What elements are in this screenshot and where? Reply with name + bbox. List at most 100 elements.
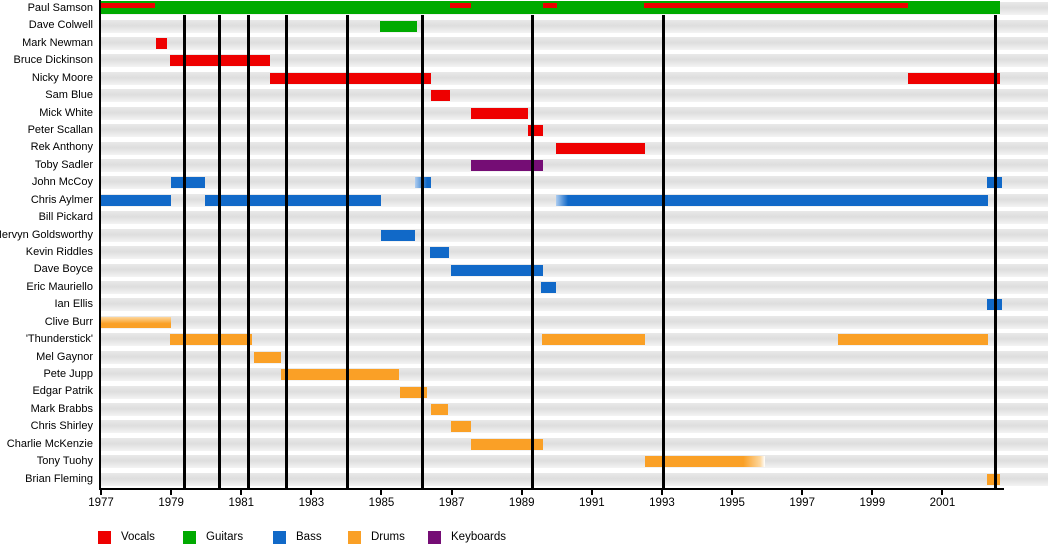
member-label: Charlie McKenzie bbox=[6, 437, 93, 450]
event-line bbox=[247, 15, 251, 488]
x-axis-line bbox=[98, 488, 1004, 490]
row-band bbox=[101, 211, 1048, 225]
member-label: Bill Pickard bbox=[38, 211, 93, 224]
event-line bbox=[531, 15, 535, 488]
axis-year-label: 1993 bbox=[649, 497, 675, 509]
legend-swatch-guitars bbox=[183, 531, 196, 544]
timeline-bar-drums bbox=[400, 386, 428, 398]
timeline-bar-drums bbox=[101, 316, 172, 328]
timeline-bar-vocals bbox=[528, 125, 543, 137]
row-band bbox=[101, 420, 1048, 434]
member-label: John McCoy bbox=[31, 176, 93, 189]
timeline-bar-vocals bbox=[449, 3, 471, 8]
timeline-bar-bass bbox=[556, 194, 989, 206]
member-label: Mark Brabbs bbox=[30, 402, 93, 415]
member-label: Ian Ellis bbox=[54, 298, 93, 311]
row-band bbox=[101, 19, 1048, 33]
member-label: Peter Scallan bbox=[27, 124, 93, 136]
member-label: Pete Jupp bbox=[43, 368, 93, 380]
timeline-bar-bass bbox=[381, 229, 416, 241]
timeline-bar-vocals bbox=[556, 142, 646, 154]
timeline-bar-drums bbox=[253, 351, 281, 363]
axis-year-label: 1999 bbox=[859, 497, 886, 509]
row-band bbox=[101, 89, 1048, 103]
legend-item-vocals: Vocals bbox=[98, 531, 238, 545]
member-label: Mel Gaynor bbox=[36, 350, 93, 363]
row-band bbox=[101, 71, 1048, 85]
timeline-bar-vocals bbox=[430, 90, 450, 102]
legend-swatch-drums bbox=[348, 531, 361, 544]
member-label: Eric Mauriello bbox=[26, 280, 93, 293]
axis-year-label: 2001 bbox=[929, 497, 956, 509]
timeline-bar-vocals bbox=[470, 107, 529, 119]
axis-year-label: 1979 bbox=[158, 497, 184, 509]
legend-item-drums: Drums bbox=[348, 531, 488, 545]
timeline-bar-bass bbox=[171, 177, 206, 189]
member-label: Sam Blue bbox=[45, 89, 93, 102]
axis-year-label: 1981 bbox=[228, 497, 255, 509]
row-band bbox=[101, 403, 1048, 417]
member-label: Nicky Moore bbox=[31, 71, 93, 84]
row-band bbox=[101, 263, 1048, 277]
event-line bbox=[661, 15, 665, 488]
legend-label-vocals: Vocals bbox=[121, 531, 155, 543]
row-band bbox=[101, 350, 1048, 364]
axis-tick bbox=[871, 490, 874, 495]
legend-label-drums: Drums bbox=[371, 531, 405, 543]
axis-tick bbox=[801, 490, 804, 495]
axis-year-label: 1997 bbox=[789, 497, 815, 509]
member-label: Toby Sadler bbox=[34, 158, 93, 171]
timeline-bar-drums bbox=[280, 369, 399, 381]
row-band bbox=[101, 298, 1048, 312]
row-band bbox=[101, 246, 1048, 260]
axis-year-label: 1985 bbox=[368, 497, 395, 509]
timeline-bar-vocals bbox=[908, 72, 1000, 84]
row-band bbox=[101, 315, 1048, 329]
axis-tick bbox=[170, 490, 173, 495]
axis-tick bbox=[941, 490, 944, 495]
legend-swatch-bass bbox=[273, 531, 286, 544]
timeline-bar-vocals bbox=[644, 3, 909, 8]
row-band bbox=[101, 385, 1048, 399]
axis-year-label: 1995 bbox=[719, 497, 745, 509]
row-band bbox=[101, 176, 1048, 190]
axis-tick bbox=[450, 490, 453, 495]
row-band bbox=[101, 281, 1048, 295]
timeline-bar-vocals bbox=[542, 3, 557, 8]
row-band bbox=[101, 437, 1048, 451]
axis-tick bbox=[240, 490, 243, 495]
timeline-bar-drums bbox=[837, 334, 988, 346]
member-label: Rek Anthony bbox=[30, 141, 93, 154]
row-band bbox=[101, 54, 1048, 68]
timeline-bar-drums bbox=[542, 334, 646, 346]
legend-swatch-vocals bbox=[98, 531, 111, 544]
event-line bbox=[285, 15, 289, 488]
timeline-bar-drums bbox=[170, 334, 253, 346]
axis-tick bbox=[731, 490, 734, 495]
member-label: Chris Shirley bbox=[30, 420, 93, 433]
member-label: Edgar Patrik bbox=[32, 385, 93, 398]
event-line bbox=[182, 15, 186, 488]
member-label: Mark Newman bbox=[22, 36, 93, 49]
timeline-bar-bass bbox=[101, 194, 172, 206]
axis-year-label: 1989 bbox=[508, 497, 535, 509]
member-label: Dave Colwell bbox=[28, 19, 93, 32]
legend-swatch-keyboards bbox=[428, 531, 441, 544]
legend-label-bass: Bass bbox=[296, 531, 322, 543]
member-label: Dave Boyce bbox=[33, 263, 93, 276]
axis-tick bbox=[590, 490, 593, 495]
row-band bbox=[101, 228, 1048, 242]
timeline-bar-guitars bbox=[380, 20, 417, 32]
row-band bbox=[101, 455, 1048, 469]
axis-tick bbox=[100, 490, 102, 495]
legend-item-bass: Bass bbox=[273, 531, 413, 545]
row-band bbox=[101, 159, 1048, 173]
legend-label-keyboards: Keyboards bbox=[451, 531, 506, 543]
row-band bbox=[101, 124, 1048, 138]
member-label: Bruce Dickinson bbox=[13, 54, 93, 67]
timeline-bar-drums bbox=[430, 404, 449, 416]
member-label: Kevin Riddles bbox=[25, 246, 93, 258]
row-band bbox=[101, 37, 1048, 51]
row-band bbox=[101, 106, 1048, 120]
